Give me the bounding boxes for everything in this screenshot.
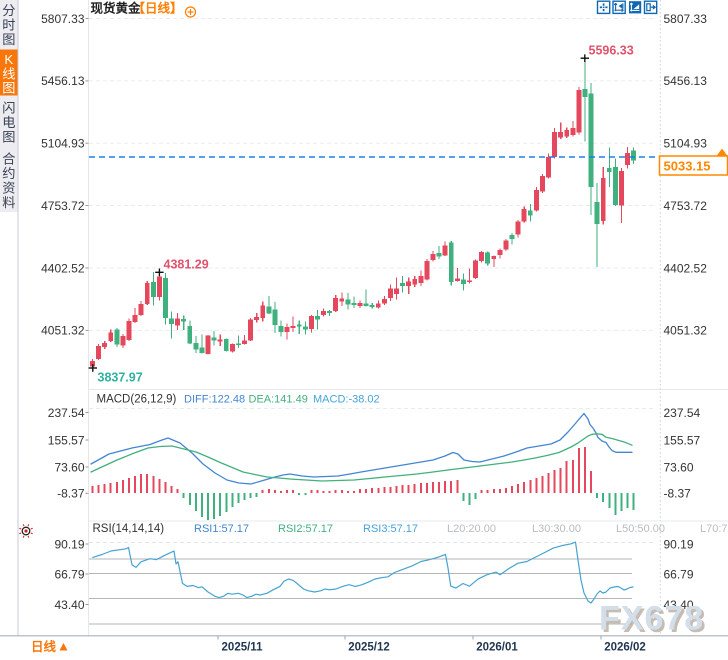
svg-text:DEA:141.49: DEA:141.49 <box>249 394 308 406</box>
svg-text:现货黄金: 现货黄金 <box>91 1 142 16</box>
svg-text:约: 约 <box>2 166 15 181</box>
svg-text:-8.37: -8.37 <box>57 487 85 501</box>
svg-text:4402.52: 4402.52 <box>664 261 708 275</box>
svg-text:K: K <box>4 52 13 67</box>
svg-text:4051.32: 4051.32 <box>41 324 85 338</box>
svg-text:电: 电 <box>2 115 15 130</box>
svg-text:5456.13: 5456.13 <box>41 74 85 88</box>
svg-text:2025/11: 2025/11 <box>222 642 264 654</box>
svg-text:DIFF:122.48: DIFF:122.48 <box>184 394 245 406</box>
svg-text:5104.93: 5104.93 <box>664 137 708 151</box>
svg-text:66.79: 66.79 <box>664 567 694 581</box>
svg-text:MACD(26,12,9): MACD(26,12,9) <box>97 394 177 406</box>
svg-text:5033.15: 5033.15 <box>664 159 711 174</box>
svg-text:5104.93: 5104.93 <box>41 137 85 151</box>
svg-text:3837.97: 3837.97 <box>98 371 143 385</box>
svg-text:图: 图 <box>2 32 15 47</box>
svg-text:料: 料 <box>2 195 15 210</box>
svg-text:5456.13: 5456.13 <box>664 74 708 88</box>
svg-text:MACD:-38.02: MACD:-38.02 <box>313 394 380 406</box>
svg-text:RSI2:57.17: RSI2:57.17 <box>278 523 333 535</box>
svg-text:73.60: 73.60 <box>54 460 84 474</box>
svg-text:73.60: 73.60 <box>664 460 694 474</box>
svg-text:【日线】: 【日线】 <box>133 1 183 16</box>
svg-text:5807.33: 5807.33 <box>41 12 85 26</box>
svg-text:5807.33: 5807.33 <box>664 12 708 26</box>
svg-text:资: 资 <box>2 181 15 196</box>
svg-text:4402.52: 4402.52 <box>41 261 85 275</box>
svg-text:图: 图 <box>2 81 15 96</box>
svg-text:90.19: 90.19 <box>664 537 694 551</box>
svg-text:237.54: 237.54 <box>664 406 701 420</box>
svg-text:5596.33: 5596.33 <box>589 44 634 58</box>
svg-text:155.57: 155.57 <box>48 433 85 447</box>
svg-text:L30:30.00: L30:30.00 <box>532 523 581 535</box>
svg-text:155.57: 155.57 <box>664 433 701 447</box>
svg-text:4381.29: 4381.29 <box>164 258 209 272</box>
svg-text:FX678: FX678 <box>602 602 707 640</box>
svg-text:L20:20.00: L20:20.00 <box>447 523 496 535</box>
svg-text:RSI1:57.17: RSI1:57.17 <box>194 523 249 535</box>
svg-text:RSI(14,14,14): RSI(14,14,14) <box>93 523 165 535</box>
svg-text:图: 图 <box>2 130 15 145</box>
svg-text:66.79: 66.79 <box>54 567 84 581</box>
svg-text:90.19: 90.19 <box>54 537 84 551</box>
svg-text:4753.72: 4753.72 <box>664 199 708 213</box>
svg-text:-8.37: -8.37 <box>664 487 692 501</box>
svg-text:43.40: 43.40 <box>54 598 84 612</box>
svg-text:4051.32: 4051.32 <box>664 324 708 338</box>
svg-text:4753.72: 4753.72 <box>41 199 85 213</box>
svg-text:线: 线 <box>2 67 15 82</box>
svg-text:FX678: FX678 <box>599 600 704 638</box>
svg-text:L50:50.00: L50:50.00 <box>616 523 665 535</box>
svg-text:闪: 闪 <box>2 101 15 116</box>
svg-text:时: 时 <box>2 18 15 33</box>
svg-text:237.54: 237.54 <box>48 406 85 420</box>
svg-text:2025/12: 2025/12 <box>348 642 390 654</box>
svg-text:分: 分 <box>2 3 15 18</box>
svg-text:RSI3:57.17: RSI3:57.17 <box>363 523 418 535</box>
svg-text:43.40: 43.40 <box>664 598 694 612</box>
svg-text:2026/01: 2026/01 <box>476 642 518 654</box>
svg-text:L70:7: L70:7 <box>700 523 728 535</box>
svg-text:合: 合 <box>2 152 15 167</box>
svg-text:2026/02: 2026/02 <box>604 642 646 654</box>
svg-text:日线: 日线 <box>31 639 57 654</box>
